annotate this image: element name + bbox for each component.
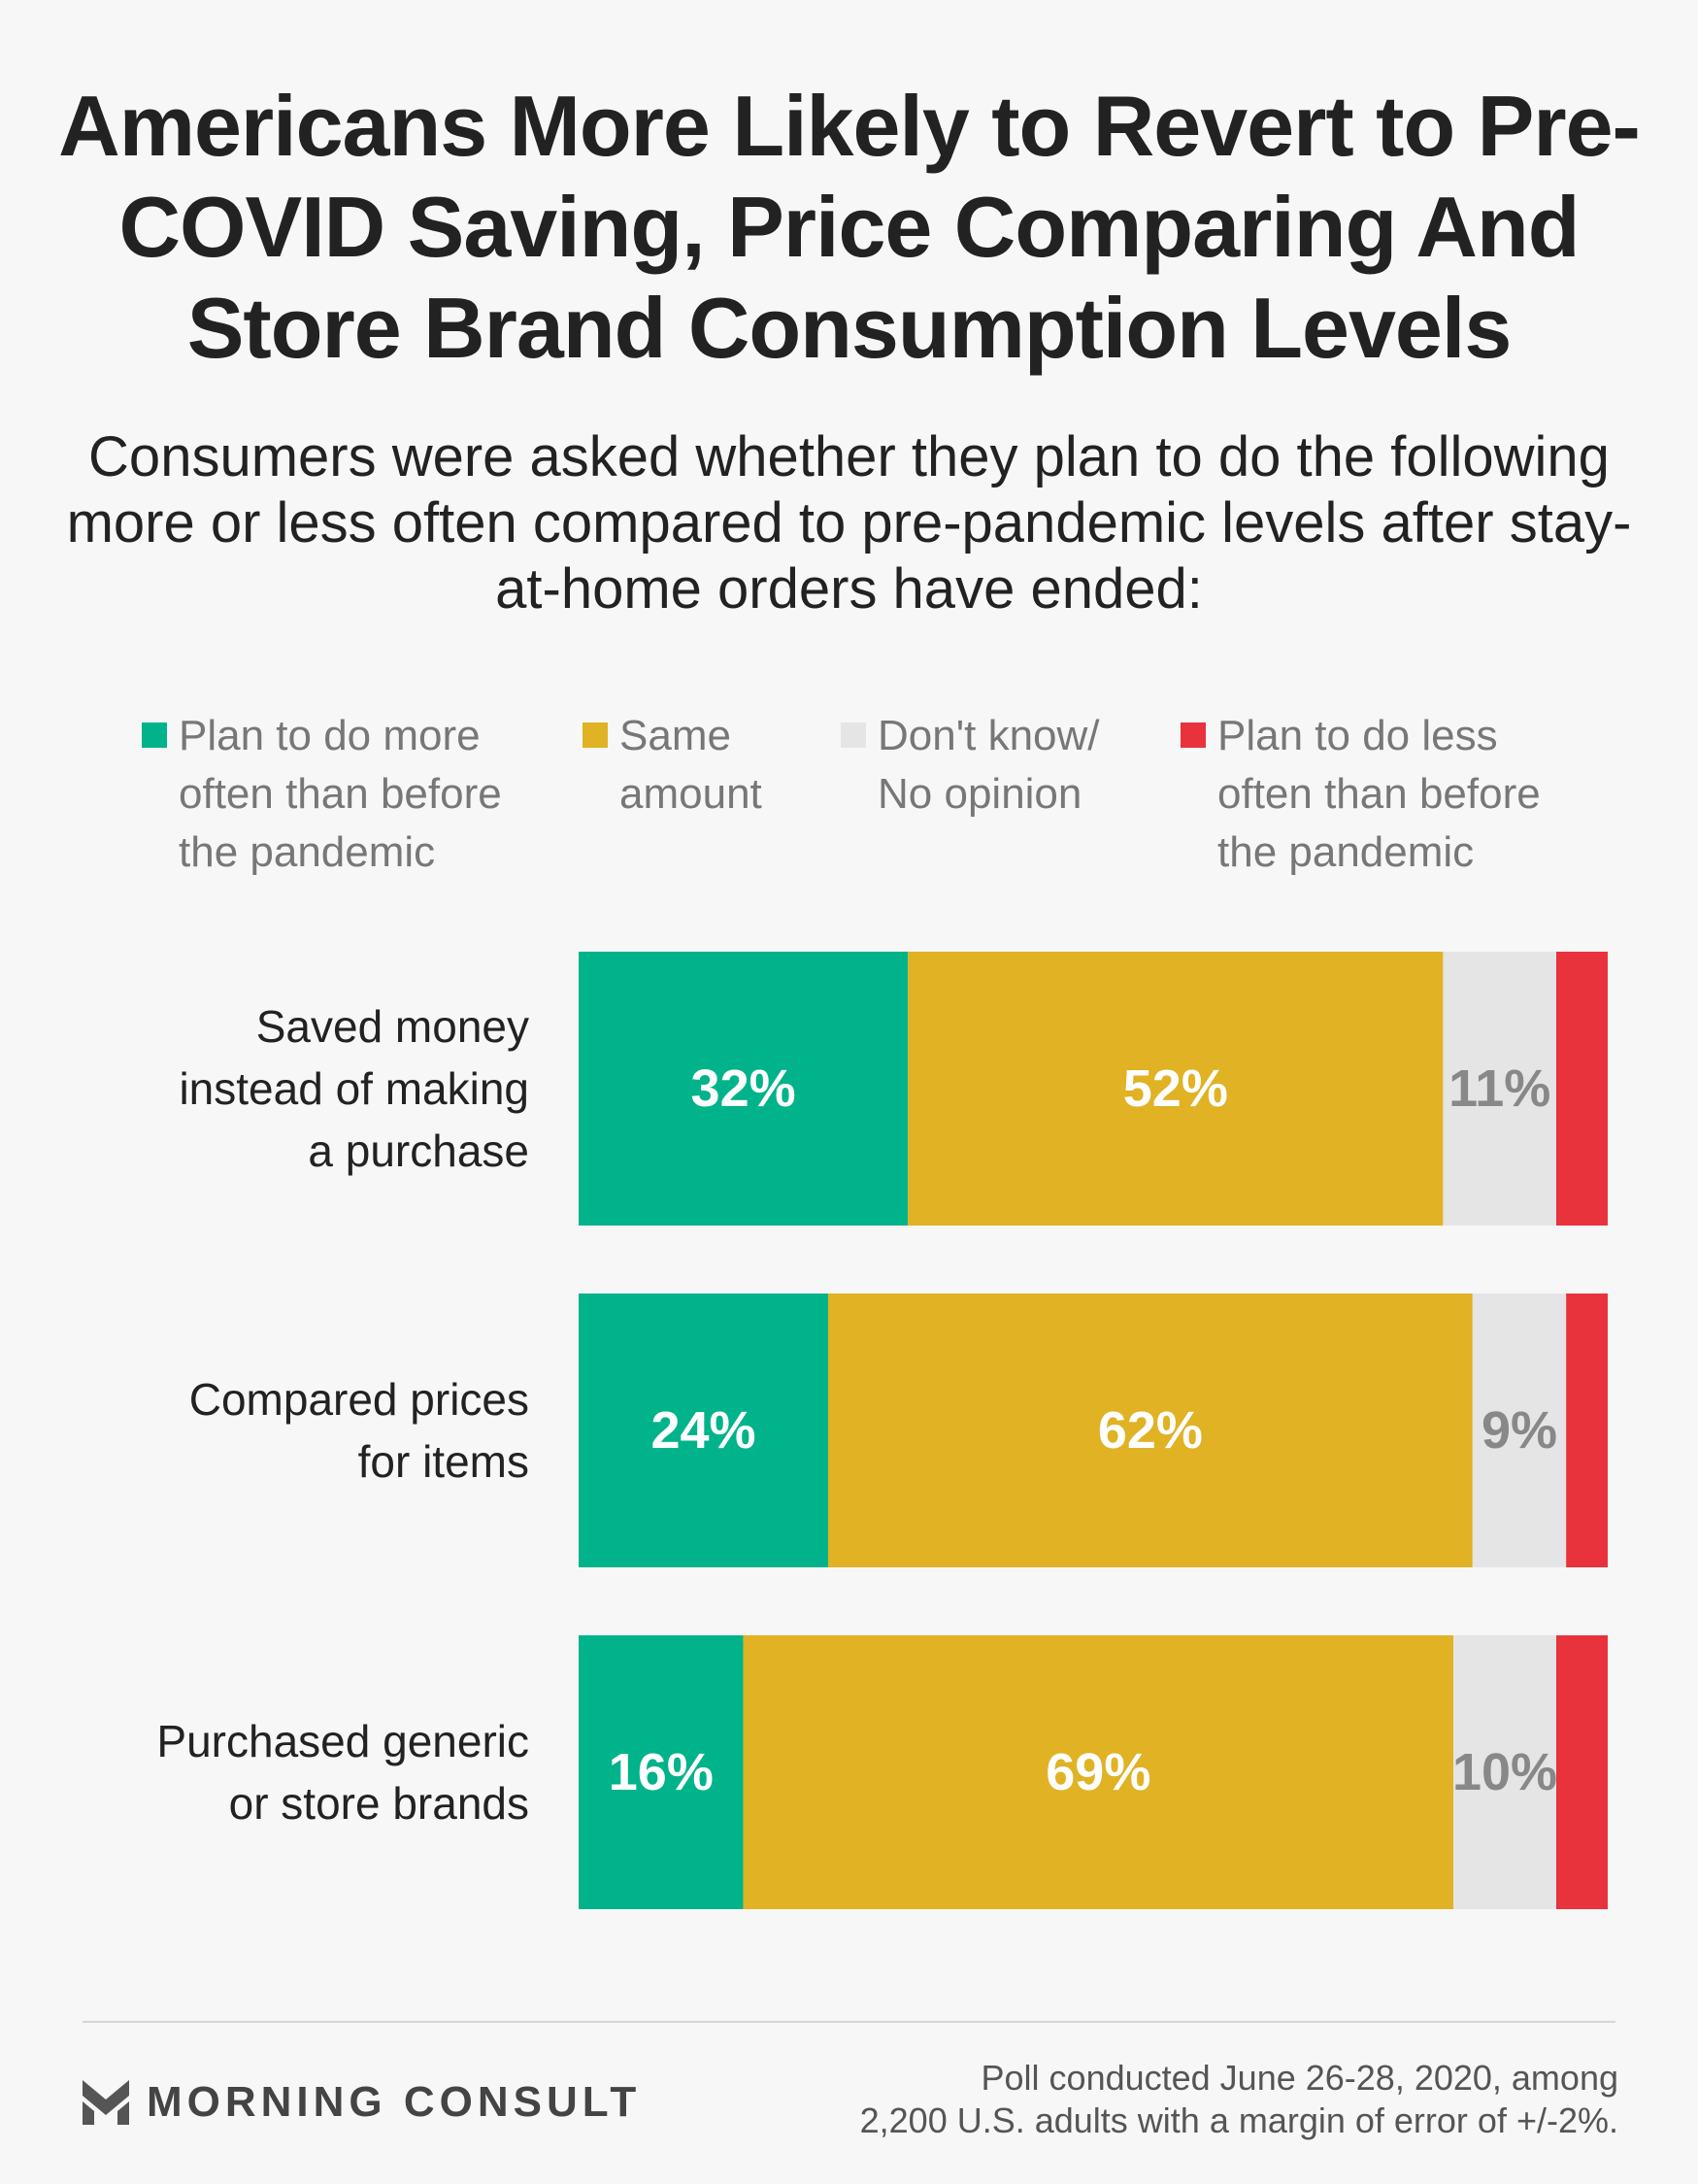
morning-consult-logo: MORNING CONSULT (83, 2078, 641, 2127)
legend-label-same: Same amount (619, 712, 762, 818)
bar-segment-less (1556, 1635, 1608, 1909)
brand-name: MORNING CONSULT (147, 2078, 642, 2126)
bar-segment-dont-know (1453, 1635, 1556, 1909)
category-label: Saved money instead of making a purchase (179, 1001, 529, 1176)
legend-item-same: Same amount (583, 707, 762, 823)
category-label-line: Compared prices (189, 1374, 529, 1425)
data-label: 52% (1123, 1059, 1228, 1118)
legend-item-more: Plan to do more often than before the pa… (142, 707, 502, 882)
legend-label-more: Plan to do more often than before the pa… (179, 712, 502, 876)
legend-swatch-more (142, 722, 167, 748)
bar-segment-less (1566, 1294, 1608, 1567)
footnote-line-2: 2,200 U.S. adults with a margin of error… (859, 2100, 1618, 2140)
legend-label-less: Plan to do less often than before the pa… (1217, 712, 1541, 876)
bar-segment-same (908, 952, 1444, 1226)
data-label: 69% (1046, 1743, 1150, 1801)
category-label: Purchased generic or store brands (156, 1716, 529, 1829)
bar-segment-same (743, 1635, 1453, 1909)
data-label: 11% (1448, 1059, 1550, 1118)
bar-segment-more (579, 952, 909, 1226)
footnote: Poll conducted June 26-28, 2020, among 2… (745, 2057, 1618, 2142)
data-label: 24% (650, 1401, 755, 1460)
data-label: 62% (1098, 1401, 1203, 1460)
morning-consult-logo-icon (83, 2080, 129, 2125)
bar-segment-more (579, 1635, 744, 1909)
category-label-line: for items (358, 1436, 529, 1487)
bar-segment-same (827, 1294, 1473, 1567)
bar-segment-dont-know (1472, 1294, 1567, 1567)
legend-swatch-less (1181, 722, 1206, 748)
bar-segment-less (1556, 952, 1608, 1226)
footer-divider (83, 2021, 1615, 2023)
stacked-bar-chart: Saved money instead of making a purchase 32… (156, 952, 1608, 1909)
category-label-line: Purchased generic (156, 1716, 529, 1766)
legend-swatch-same (583, 722, 608, 748)
legend-item-dont-know: Don't know/ No opinion (841, 707, 1100, 823)
footnote-line-1: Poll conducted June 26-28, 2020, among (981, 2058, 1618, 2098)
category-label-line: or store brands (229, 1778, 529, 1829)
category-label-line: Saved money (256, 1001, 529, 1052)
bar-segment-dont-know (1443, 952, 1556, 1226)
category-label-line: a purchase (308, 1126, 529, 1176)
legend: Plan to do more often than before the pa… (0, 707, 1698, 882)
legend-item-less: Plan to do less often than before the pa… (1181, 707, 1541, 882)
legend-label-dont-know: Don't know/ No opinion (878, 712, 1100, 818)
page-title: Americans More Likely to Revert to Pre-C… (58, 78, 1641, 376)
bar-segment-more (579, 1294, 828, 1567)
category-label-line: instead of making (179, 1063, 529, 1114)
data-label: 32% (691, 1059, 796, 1118)
data-label: 10% (1452, 1743, 1557, 1801)
legend-swatch-dont-know (841, 722, 866, 748)
category-label: Compared prices for items (189, 1374, 529, 1487)
page-subtitle: Consumers were asked whether they plan t… (66, 425, 1632, 621)
data-label: 16% (609, 1743, 714, 1801)
data-label: 9% (1482, 1401, 1557, 1460)
